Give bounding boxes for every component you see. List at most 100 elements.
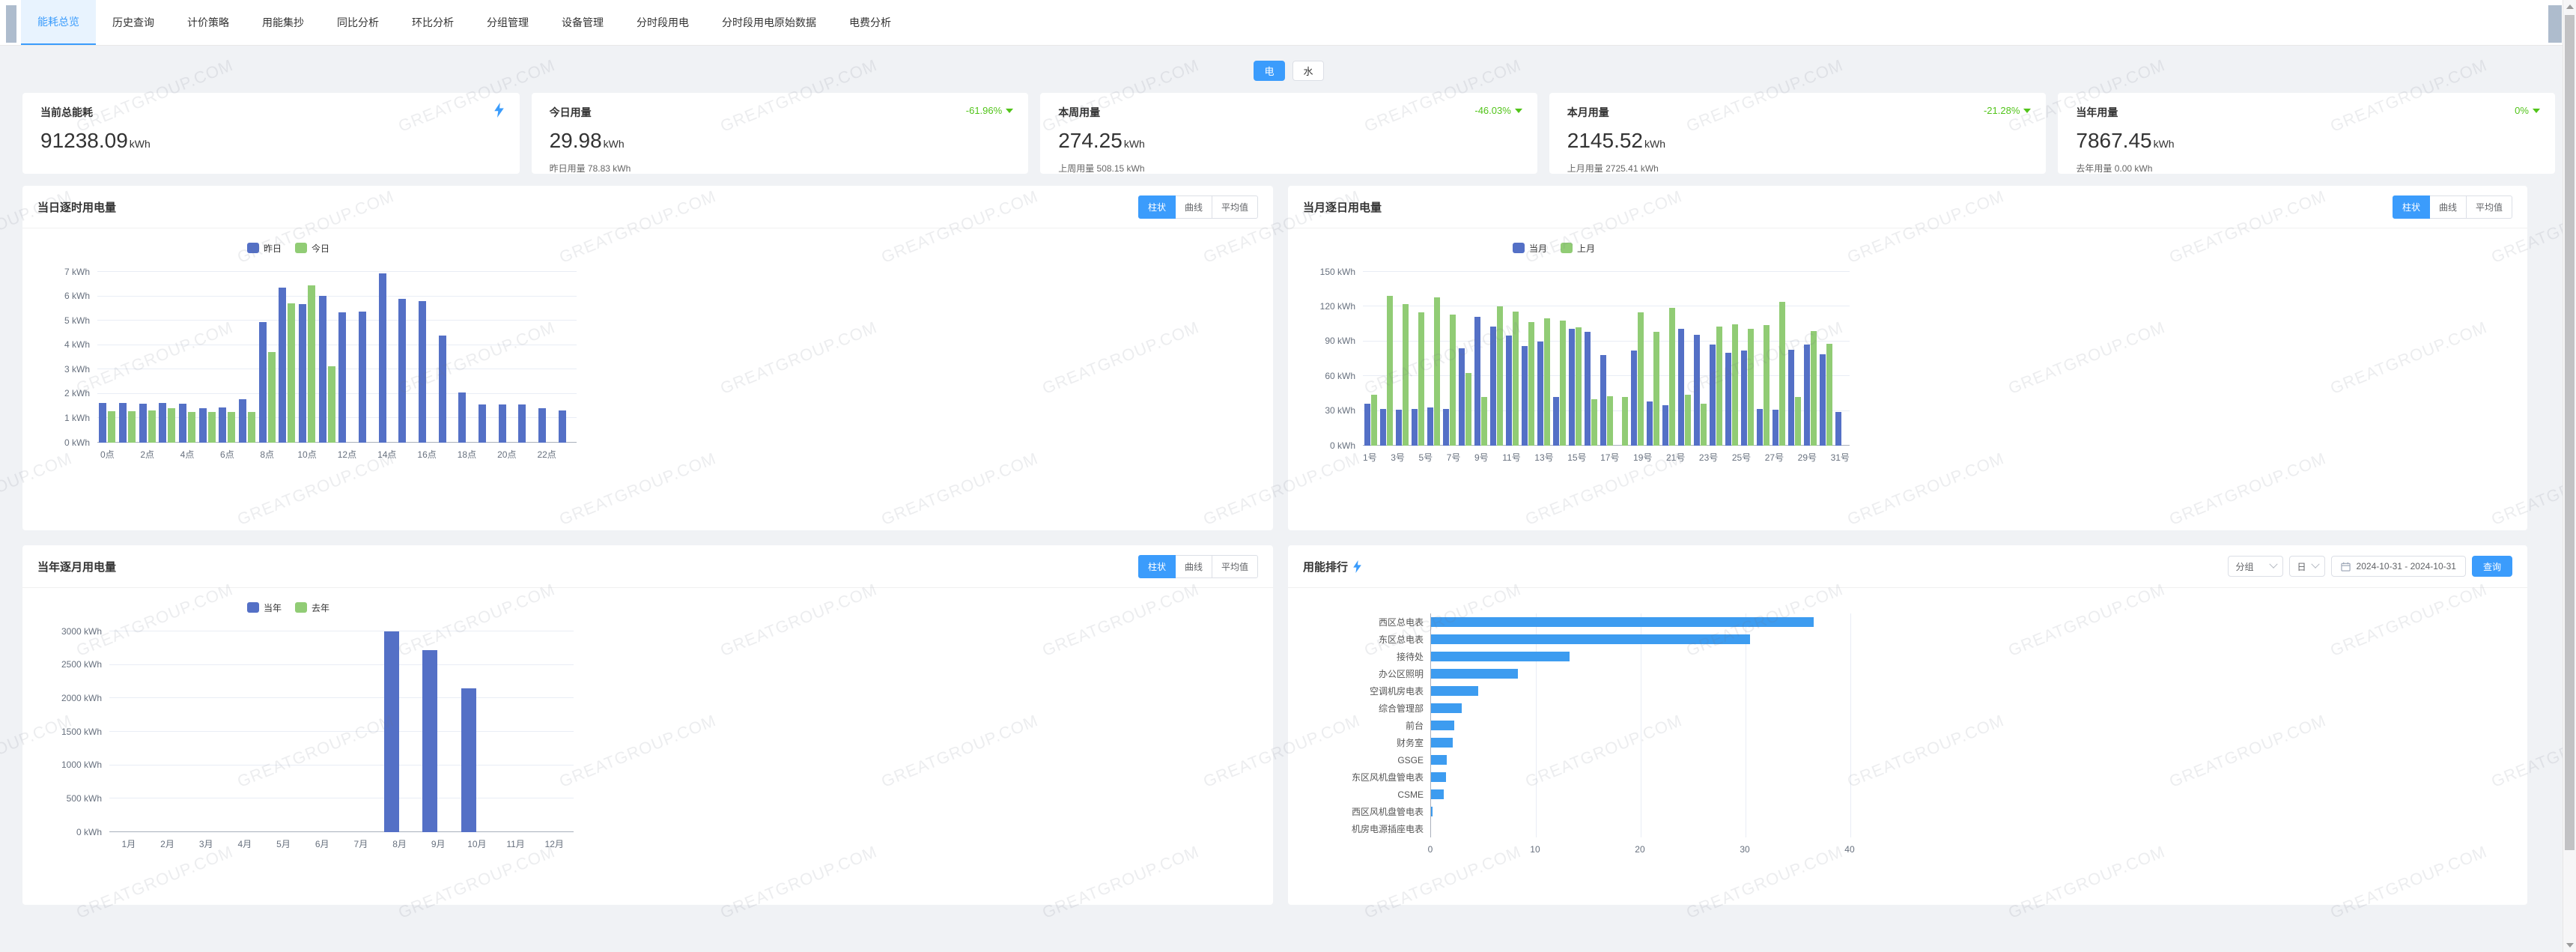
- rank-bar: [1431, 652, 1570, 661]
- rank-label: 空调机房电表: [1369, 686, 1424, 697]
- nav-tab-5[interactable]: 同比分析: [337, 16, 379, 28]
- top-navbar: 能耗总览 历史查询 计价策略 用能集抄 同比分析 环比分析 分组管理 设备管理 分时段用电 分时段…: [0, 0, 2576, 46]
- bar-当月: [1710, 345, 1716, 446]
- bar-昨日: [159, 402, 167, 443]
- x-axis-label: [1460, 451, 1474, 464]
- arrow-down-icon: [2532, 108, 2540, 113]
- chart-type-line-button[interactable]: 曲线: [1174, 195, 1212, 219]
- stat-card-value: 7867.45 kWh: [2076, 129, 2175, 152]
- bar-当月: [1505, 336, 1512, 446]
- rank-label: 办公区照明: [1378, 669, 1424, 679]
- stat-card-title: 当年用量: [2076, 106, 2118, 118]
- legend-swatch: [295, 602, 308, 613]
- gridline: 150 kWh: [1320, 267, 1850, 277]
- nav-tab-3[interactable]: 计价策略: [187, 16, 229, 28]
- x-axis-label: [556, 448, 577, 461]
- bar-当月: [1458, 348, 1465, 446]
- bar-group: [217, 272, 237, 443]
- lightning-icon: [493, 103, 505, 121]
- chart-type-average-button[interactable]: 平均值: [1211, 554, 1258, 578]
- legend-item[interactable]: 今日: [295, 242, 329, 255]
- inner-scrollbar-thumb[interactable]: [2548, 5, 2562, 43]
- legend-item[interactable]: 昨日: [247, 242, 282, 255]
- ranking-chart: 西区总电表 东区总电表 接待处 办公区照明 空调机房电表 综合管理部 前台 财务室 GSGE 东区…: [1288, 588, 2527, 857]
- scrollbar-down-arrow[interactable]: [2566, 943, 2574, 948]
- chart-type-line-button[interactable]: 曲线: [2428, 195, 2467, 219]
- bar-上月: [1795, 397, 1802, 446]
- rank-row: 东区风机盘管电表: [1352, 768, 1903, 786]
- rank-row: 财务室: [1397, 734, 1903, 751]
- stat-card-value: 274.25 kWh: [1058, 129, 1145, 152]
- bar-group: [417, 272, 437, 443]
- x-axis-tick: 10: [1530, 844, 1540, 855]
- legend-item[interactable]: 当月: [1513, 242, 1547, 255]
- bar-当月: [1442, 408, 1449, 446]
- bar-当月: [1395, 410, 1402, 446]
- y-axis-tick: 2 kWh: [64, 388, 90, 399]
- bar-昨日: [458, 392, 467, 443]
- bar-昨日: [518, 404, 526, 443]
- bar-昨日: [198, 408, 207, 443]
- nav-tab-9[interactable]: 分时段用电: [637, 16, 689, 28]
- nav-tab-8[interactable]: 设备管理: [562, 16, 604, 28]
- bar-group: [1645, 272, 1661, 446]
- chart-type-average-button[interactable]: 平均值: [1211, 195, 1258, 219]
- gridline: [1850, 613, 1851, 837]
- bar-当月: [1662, 404, 1669, 446]
- chart-type-average-button[interactable]: 平均值: [2465, 195, 2512, 219]
- bar-昨日: [279, 288, 287, 443]
- x-axis-label: [237, 448, 258, 461]
- rank-row: 接待处: [1397, 648, 1903, 665]
- bar-group: [1457, 272, 1473, 446]
- group-select[interactable]: 分组: [2227, 556, 2283, 577]
- x-axis-label: [397, 448, 417, 461]
- nav-tab-10[interactable]: 分时段用电原始数据: [722, 16, 816, 28]
- chart-legend: 当月 上月: [1513, 239, 2527, 257]
- x-axis-label: 9月: [431, 839, 446, 849]
- rank-row: 东区总电表: [1379, 631, 1903, 648]
- nav-tab-7[interactable]: 分组管理: [487, 16, 529, 28]
- bar-上月: [1716, 326, 1723, 446]
- stat-card-subtext: 上月用量 2725.41 kWh: [1567, 163, 1659, 174]
- chart-type-bar-button[interactable]: 柱状: [1137, 554, 1176, 578]
- query-button[interactable]: 查询: [2471, 556, 2512, 577]
- bar-昨日: [398, 298, 407, 443]
- nav-tab-11[interactable]: 电费分析: [849, 16, 891, 28]
- chart-type-line-button[interactable]: 曲线: [1174, 554, 1212, 578]
- bar-当月: [1537, 341, 1543, 446]
- legend-item[interactable]: 上月: [1561, 242, 1595, 255]
- rank-label: 前台: [1405, 721, 1424, 731]
- chart-plot: 0 kWh 30 kWh 60 kWh 90 kWh 120 kWh 150 kWh: [1320, 267, 1850, 451]
- x-axis-label: 4月: [237, 839, 252, 849]
- bar-当月: [1552, 397, 1559, 446]
- gridline: 60 kWh: [1325, 371, 1850, 381]
- nav-tab-1[interactable]: 能耗总览: [21, 0, 96, 45]
- rank-bar: [1431, 789, 1445, 799]
- x-axis-label: 14点: [377, 449, 397, 460]
- nav-tab-2[interactable]: 历史查询: [112, 16, 154, 28]
- nav-tab-4[interactable]: 用能集抄: [262, 16, 304, 28]
- toggle-option-1[interactable]: 电: [1254, 61, 1285, 81]
- bar-上月: [1732, 324, 1739, 446]
- chart-type-bar-button[interactable]: 柱状: [1137, 195, 1176, 219]
- toggle-option-2[interactable]: 水: [1292, 61, 1324, 81]
- scrollbar-up-arrow[interactable]: [2566, 4, 2574, 9]
- nav-tab-6[interactable]: 环比分析: [412, 16, 454, 28]
- legend-item[interactable]: 去年: [295, 601, 329, 614]
- arrow-down-icon: [1514, 108, 1522, 113]
- date-range-picker[interactable]: 2024-10-31 - 2024-10-31: [2330, 556, 2466, 577]
- bar-当月: [1647, 401, 1653, 446]
- x-axis-label: [1685, 451, 1699, 464]
- x-axis-label: [357, 448, 377, 461]
- bar-上月: [1496, 306, 1503, 446]
- scrollbar-thumb[interactable]: [2565, 15, 2575, 850]
- bar-今日: [267, 351, 276, 443]
- bar-今日: [248, 411, 256, 443]
- chart-type-bar-button[interactable]: 柱状: [2392, 195, 2430, 219]
- period-select[interactable]: 日: [2288, 556, 2325, 577]
- bar-上月: [1543, 318, 1550, 446]
- rank-label: 接待处: [1396, 652, 1424, 662]
- bar-group: [517, 272, 537, 443]
- legend-item[interactable]: 当年: [247, 601, 282, 614]
- x-axis-label: [1405, 451, 1419, 464]
